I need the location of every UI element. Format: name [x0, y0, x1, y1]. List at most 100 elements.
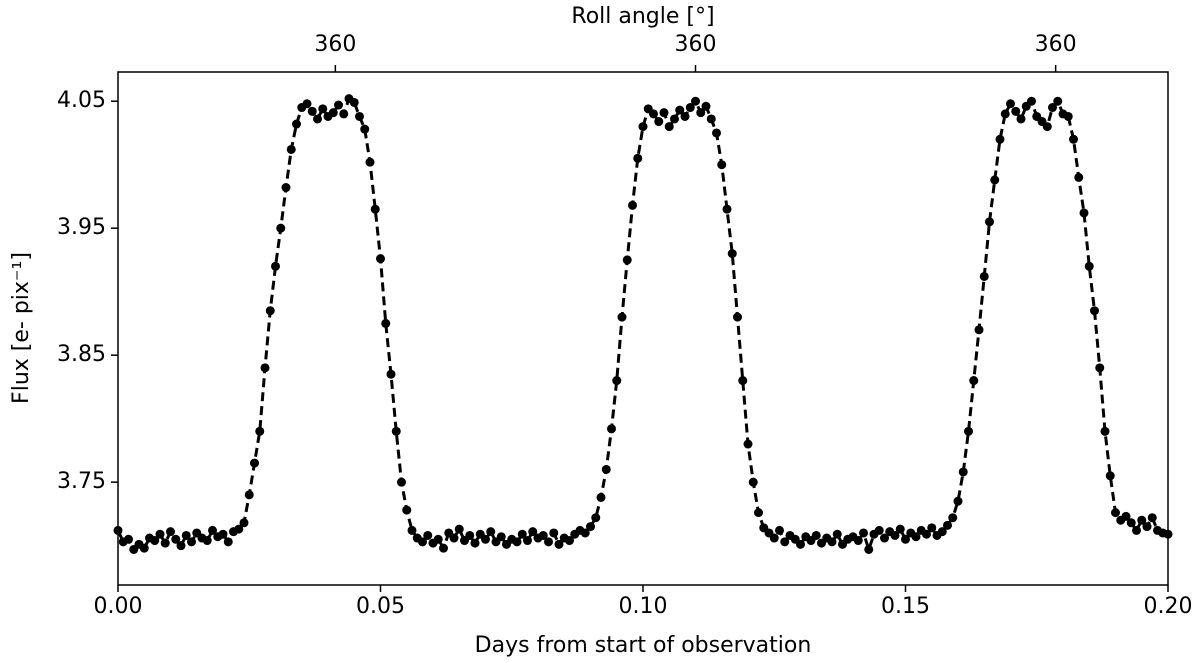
data-point [381, 318, 391, 328]
data-point [124, 534, 133, 544]
x-axis-label: Days from start of observation [475, 633, 812, 658]
data-point [890, 530, 900, 540]
data-line [116, 96, 1169, 555]
data-point [1048, 103, 1057, 113]
data-point [1121, 511, 1131, 521]
data-point [990, 175, 1000, 185]
data-point [218, 529, 228, 539]
data-point [208, 525, 217, 535]
data-point [328, 108, 338, 118]
data-point [1142, 522, 1152, 532]
data-point [449, 533, 459, 543]
data-point [334, 100, 343, 110]
data-point [943, 520, 952, 530]
data-point [423, 530, 433, 540]
data-point [612, 376, 622, 386]
data-point [549, 528, 559, 538]
data-point [318, 104, 328, 114]
data-point [586, 522, 595, 532]
data-point [1111, 508, 1120, 518]
data-point [1000, 109, 1010, 119]
data-point [486, 527, 496, 537]
data-point [743, 439, 753, 449]
data-point [292, 119, 301, 129]
data-point [160, 538, 170, 548]
x-tick-label: 0.00 [94, 594, 143, 619]
data-point [706, 114, 716, 124]
data-point [391, 426, 401, 436]
data-point [664, 122, 674, 132]
x-tick-label: 0.10 [619, 594, 668, 619]
data-point [780, 537, 790, 547]
data-point [922, 529, 931, 539]
data-point [937, 527, 947, 537]
y-tick-label: 3.85 [57, 342, 106, 367]
data-point [1053, 96, 1063, 106]
data-point [439, 543, 448, 553]
data-point [523, 536, 532, 546]
data-point [659, 108, 669, 118]
data-point [864, 544, 874, 554]
data-point [696, 108, 706, 118]
data-point [276, 223, 286, 233]
data-point [1084, 261, 1094, 271]
data-point [544, 537, 553, 547]
data-point [470, 538, 480, 548]
data-point [370, 204, 380, 214]
data-point [386, 369, 396, 379]
data-point [691, 96, 700, 106]
x-tick-label: 0.20 [1144, 594, 1193, 619]
data-point [675, 105, 685, 115]
data-point [286, 144, 296, 154]
data-point [775, 525, 784, 535]
data-point [150, 536, 160, 546]
plot-frame [117, 71, 1169, 586]
data-point [969, 376, 979, 386]
data-point [538, 530, 548, 540]
data-point [223, 537, 233, 547]
data-point [617, 312, 627, 322]
top-axis-title: Roll angle [°] [571, 4, 714, 29]
data-point [580, 528, 590, 538]
data-point [512, 537, 522, 547]
data-point [1105, 471, 1115, 481]
data-point [260, 363, 270, 373]
data-point [397, 477, 406, 487]
data-point [649, 109, 658, 119]
data-point [339, 109, 349, 119]
data-point [853, 536, 863, 546]
data-point [234, 524, 244, 534]
data-point [1027, 96, 1036, 106]
data-point [974, 325, 984, 335]
data-point [796, 539, 805, 549]
data-point [565, 536, 574, 546]
data-point [1079, 208, 1089, 218]
data-point [433, 534, 443, 544]
data-point [1063, 111, 1073, 121]
data-point [166, 527, 175, 537]
data-point [302, 99, 312, 109]
data-point [901, 534, 910, 544]
y-tick-label: 3.75 [57, 469, 106, 494]
data-point [250, 458, 259, 468]
data-point [1074, 172, 1084, 182]
data-point [465, 530, 475, 540]
data-point [1016, 114, 1026, 124]
data-point [712, 128, 721, 138]
data-point [1147, 513, 1157, 523]
data-point [1090, 306, 1099, 316]
data-point [481, 534, 490, 544]
data-point [187, 537, 196, 547]
data-point [1132, 525, 1141, 535]
y-tick-label: 4.05 [57, 88, 106, 113]
data-point [622, 255, 632, 265]
data-point [727, 249, 737, 259]
data-point [155, 529, 165, 539]
data-point [591, 513, 601, 523]
data-point [880, 533, 889, 543]
data-point [670, 114, 679, 124]
data-point [176, 541, 186, 551]
top-tick-label: 360 [314, 32, 356, 57]
data-point [601, 464, 611, 474]
data-point [717, 160, 727, 170]
